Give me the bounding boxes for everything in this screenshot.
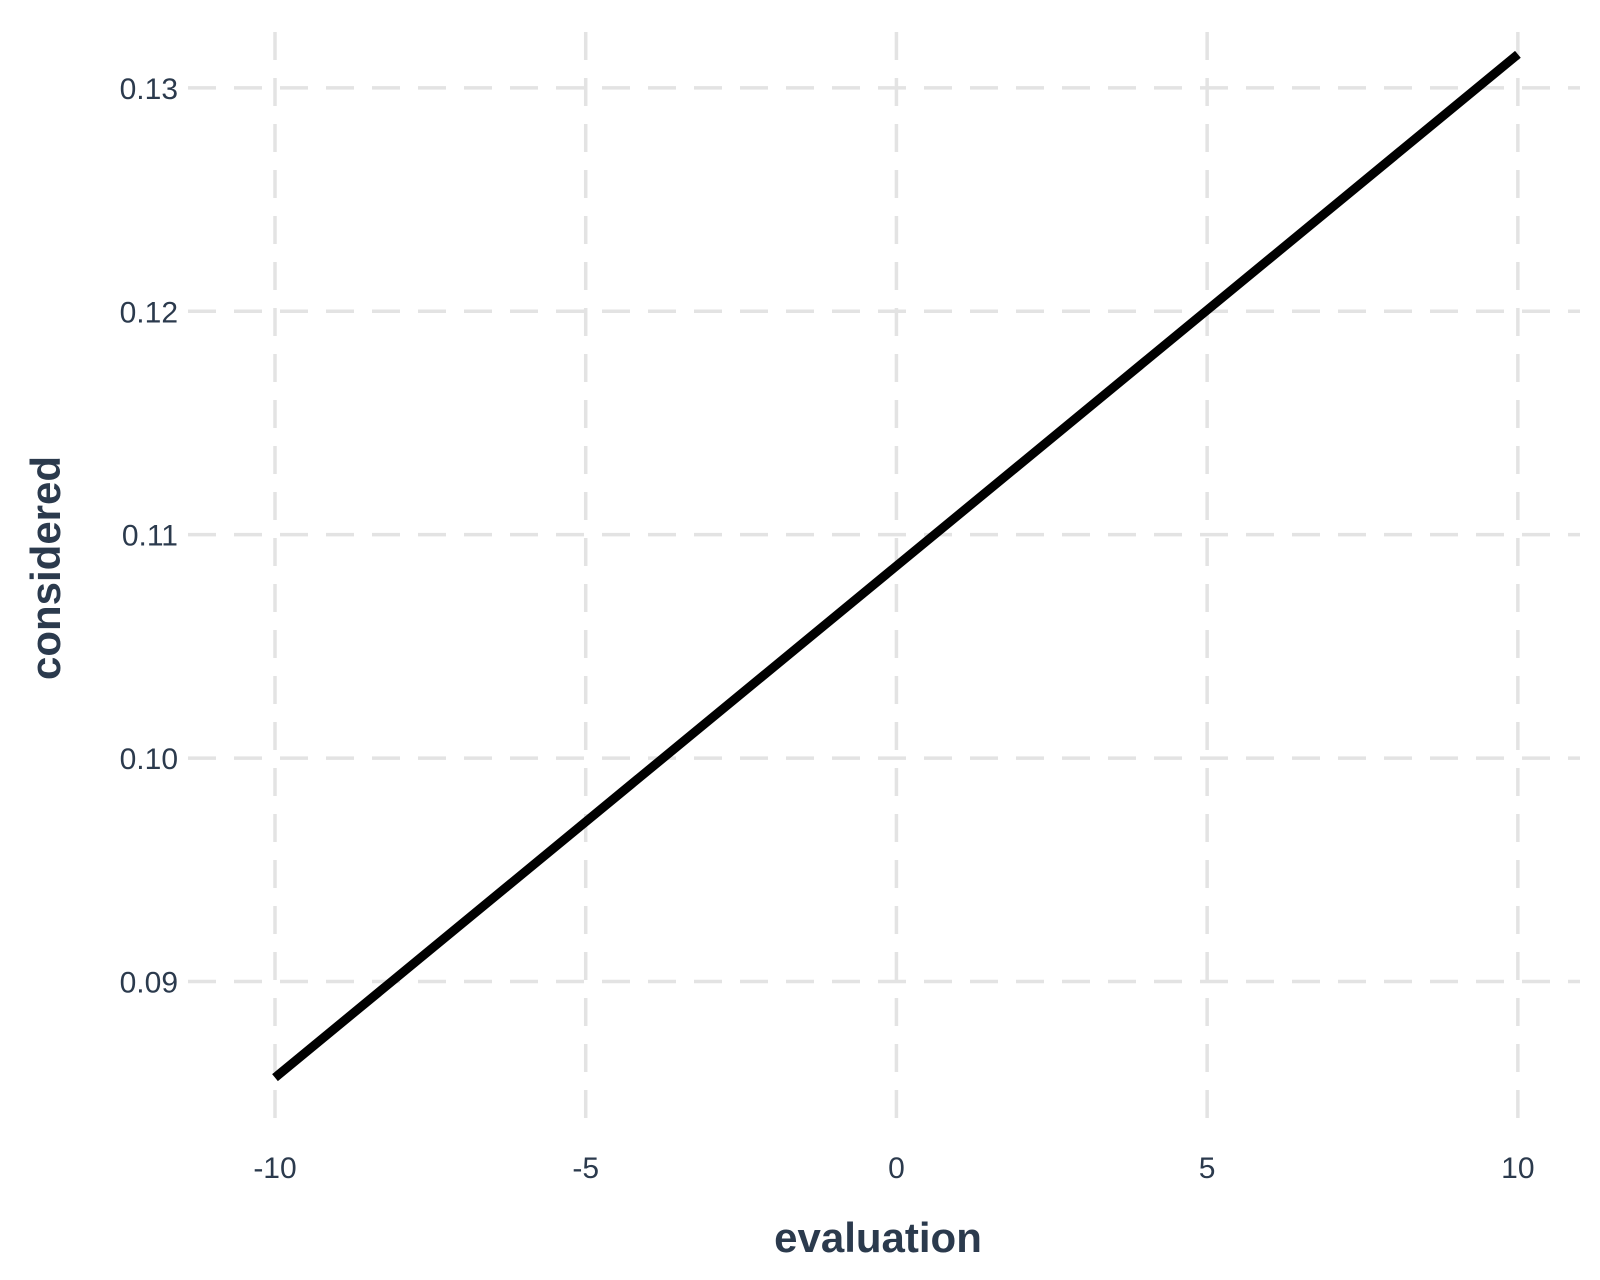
x-tick-label: -5 — [572, 1152, 599, 1185]
y-tick-label: 0.13 — [120, 73, 178, 106]
grid-lines — [188, 32, 1580, 1120]
y-tick-label: 0.12 — [120, 296, 178, 329]
x-tick-label: 0 — [888, 1152, 905, 1185]
series-line-0 — [272, 50, 1521, 1082]
y-tick-label: 0.09 — [120, 966, 178, 999]
y-axis-title: considered — [22, 456, 69, 680]
y-axis-ticks: 0.09 0.10 0.11 0.12 0.13 — [120, 73, 178, 1000]
x-tick-label: 5 — [1199, 1152, 1216, 1185]
y-tick-label: 0.11 — [122, 520, 178, 553]
x-tick-label: 10 — [1501, 1152, 1534, 1185]
x-axis-ticks: -10 -5 0 5 10 — [253, 1152, 1534, 1185]
x-tick-label: -10 — [253, 1152, 296, 1185]
x-axis-title: evaluation — [774, 1214, 982, 1261]
series-layer — [272, 50, 1521, 1082]
y-tick-label: 0.10 — [120, 743, 178, 776]
